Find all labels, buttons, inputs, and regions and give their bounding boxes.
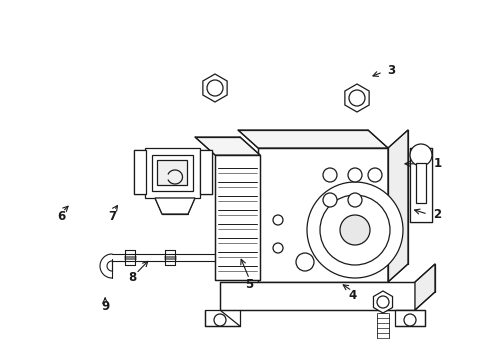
Circle shape [206,80,223,96]
Text: 3: 3 [386,64,394,77]
Polygon shape [414,264,434,310]
Polygon shape [394,310,424,326]
Polygon shape [344,84,368,112]
Circle shape [306,182,402,278]
Circle shape [319,195,389,265]
Polygon shape [203,74,226,102]
Polygon shape [409,148,431,222]
Circle shape [323,193,336,207]
Bar [157,160,186,185]
Text: 2: 2 [433,208,441,221]
Circle shape [348,90,364,106]
Polygon shape [373,291,392,313]
Bar [134,150,146,194]
Polygon shape [258,148,387,282]
Circle shape [214,314,225,326]
Polygon shape [220,282,414,310]
Circle shape [367,168,381,182]
Circle shape [376,296,388,308]
Circle shape [409,144,431,166]
Polygon shape [204,310,240,326]
Text: 4: 4 [347,289,355,302]
Circle shape [339,215,369,245]
Circle shape [272,243,283,253]
Circle shape [347,193,361,207]
Circle shape [272,215,283,225]
Polygon shape [387,130,407,282]
Polygon shape [155,198,195,214]
Circle shape [323,168,336,182]
Circle shape [403,314,415,326]
Bar [145,148,200,198]
Text: 8: 8 [128,271,136,284]
Circle shape [295,253,313,271]
Polygon shape [195,137,260,155]
Bar [415,163,425,203]
Text: 7: 7 [108,210,116,222]
Bar [152,155,193,191]
Circle shape [347,168,361,182]
Polygon shape [238,130,387,148]
Text: 5: 5 [245,278,253,291]
Text: 1: 1 [433,157,441,170]
Text: 9: 9 [101,300,109,312]
Bar [200,150,212,194]
Polygon shape [215,155,260,280]
Text: 6: 6 [57,210,65,222]
